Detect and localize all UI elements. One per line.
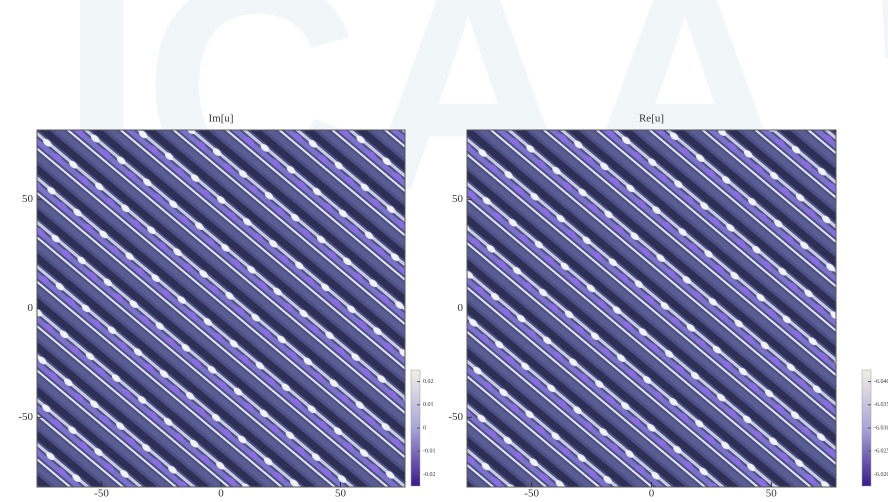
plot-title: Re[u] bbox=[639, 113, 664, 125]
x-tick-label: 50 bbox=[766, 488, 778, 500]
colorbar-tick-label: 0.01 bbox=[423, 402, 434, 408]
x-tick-label: 50 bbox=[335, 488, 347, 500]
contour-field bbox=[36, 129, 406, 488]
y-tick-label: 0 bbox=[458, 302, 464, 314]
colorbar-tick-label: -6.0300 bbox=[874, 425, 888, 431]
y-tick-label: 50 bbox=[452, 193, 464, 205]
y-tick-label: 50 bbox=[22, 193, 34, 205]
x-tick-label: -50 bbox=[524, 488, 539, 500]
x-tick-label: -50 bbox=[94, 488, 109, 500]
colorbar-tick-label: 0 bbox=[423, 425, 426, 431]
colorbar-tick-label: 0.02 bbox=[423, 379, 434, 385]
colorbar-tick-label: -0.02 bbox=[423, 472, 436, 478]
y-tick-label: 0 bbox=[28, 302, 34, 314]
colorbar-tick-label: -6.0400 bbox=[874, 379, 888, 385]
contour-field bbox=[466, 129, 837, 488]
y-tick-label: -50 bbox=[18, 411, 33, 423]
x-tick-label: 0 bbox=[649, 488, 655, 500]
colorbar-tick-label: -0.01 bbox=[423, 449, 436, 455]
colorbar: -0.02 -0.01 0 0.01 0.02 bbox=[410, 369, 436, 487]
colorbar-tick-label: -6.0200 bbox=[874, 472, 888, 478]
x-tick-label: 0 bbox=[218, 488, 224, 500]
plot-title: Im[u] bbox=[208, 113, 233, 125]
y-tick-label: -50 bbox=[448, 411, 463, 423]
colorbar: -6.0200 -6.0250 -6.0300 -6.0350 -6.0400 bbox=[861, 369, 888, 487]
colorbar-tick-label: -6.0250 bbox=[874, 449, 888, 455]
colorbar-tick-label: -6.0350 bbox=[874, 402, 888, 408]
